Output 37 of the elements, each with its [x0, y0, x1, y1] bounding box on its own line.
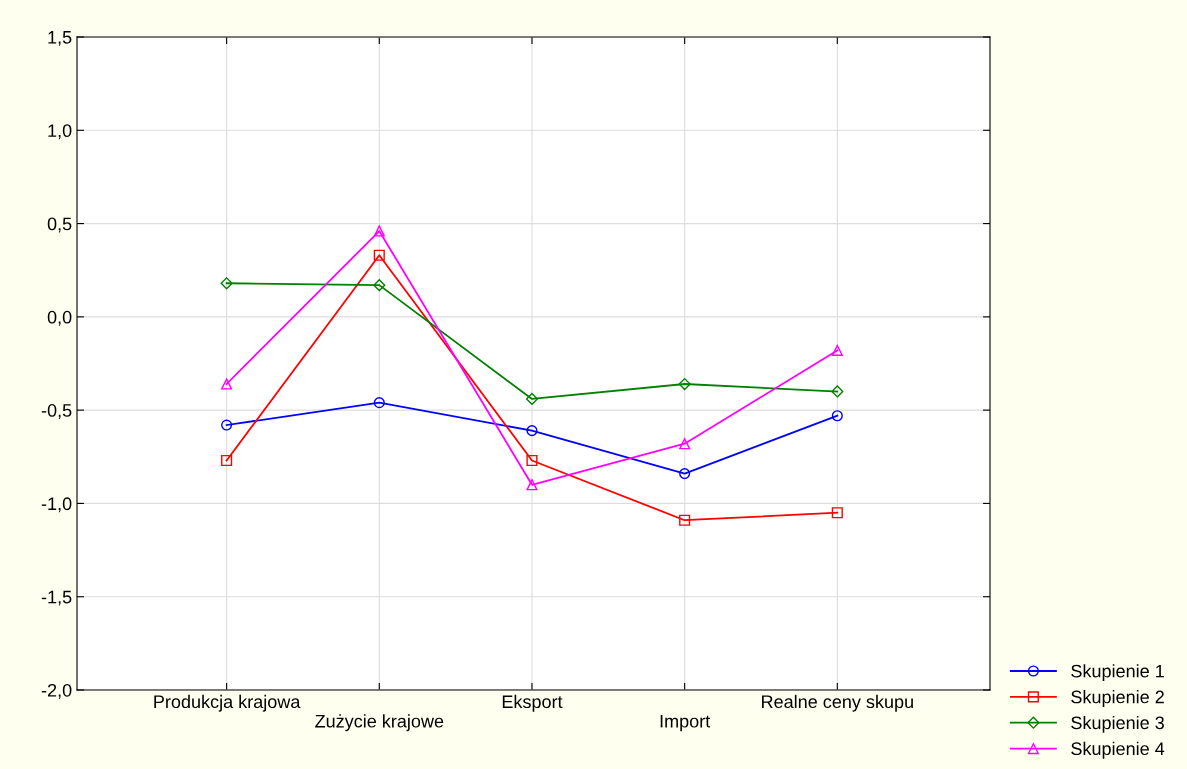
legend-label: Skupienie 1 — [1071, 664, 1164, 682]
legend-label: Skupienie 2 — [1071, 690, 1164, 707]
point — [221, 419, 233, 431]
point — [525, 392, 539, 406]
x-tick-label: Produkcja krajowa — [154, 694, 301, 712]
point — [526, 425, 538, 437]
x-tick-label: Zużycie krajowe — [315, 714, 444, 732]
point — [831, 385, 844, 398]
point — [373, 279, 386, 292]
y-tick-label: 0,0 — [47, 310, 72, 326]
x-tick-label: Eksport — [502, 694, 563, 712]
y-tick-label: 1,0 — [48, 124, 72, 140]
y-tick-label: -0,5 — [41, 404, 72, 419]
point — [373, 225, 385, 237]
point — [526, 479, 538, 491]
y-tick-label: -2,0 — [41, 683, 72, 699]
x-tick-label: Realne ceny skupu — [762, 694, 913, 712]
point — [679, 468, 691, 480]
y-tick-label: -1,5 — [41, 590, 72, 606]
point — [831, 507, 843, 519]
y-tick-label: -1,0 — [41, 497, 72, 513]
point — [679, 438, 691, 450]
point — [221, 378, 233, 390]
x-tick-label: Import — [660, 714, 711, 732]
point — [220, 277, 233, 290]
legend-label: Skupienie 4 — [1071, 741, 1165, 759]
point — [678, 377, 691, 391]
legend-label: Skupienie 3 — [1071, 715, 1164, 733]
point — [679, 514, 691, 526]
point — [373, 249, 385, 261]
point — [831, 344, 843, 356]
point — [373, 397, 385, 409]
point — [831, 410, 843, 422]
y-tick-label: 0,5 — [47, 217, 72, 233]
point — [526, 454, 538, 467]
y-tick-label: 1,5 — [48, 31, 72, 46]
point — [221, 454, 233, 467]
